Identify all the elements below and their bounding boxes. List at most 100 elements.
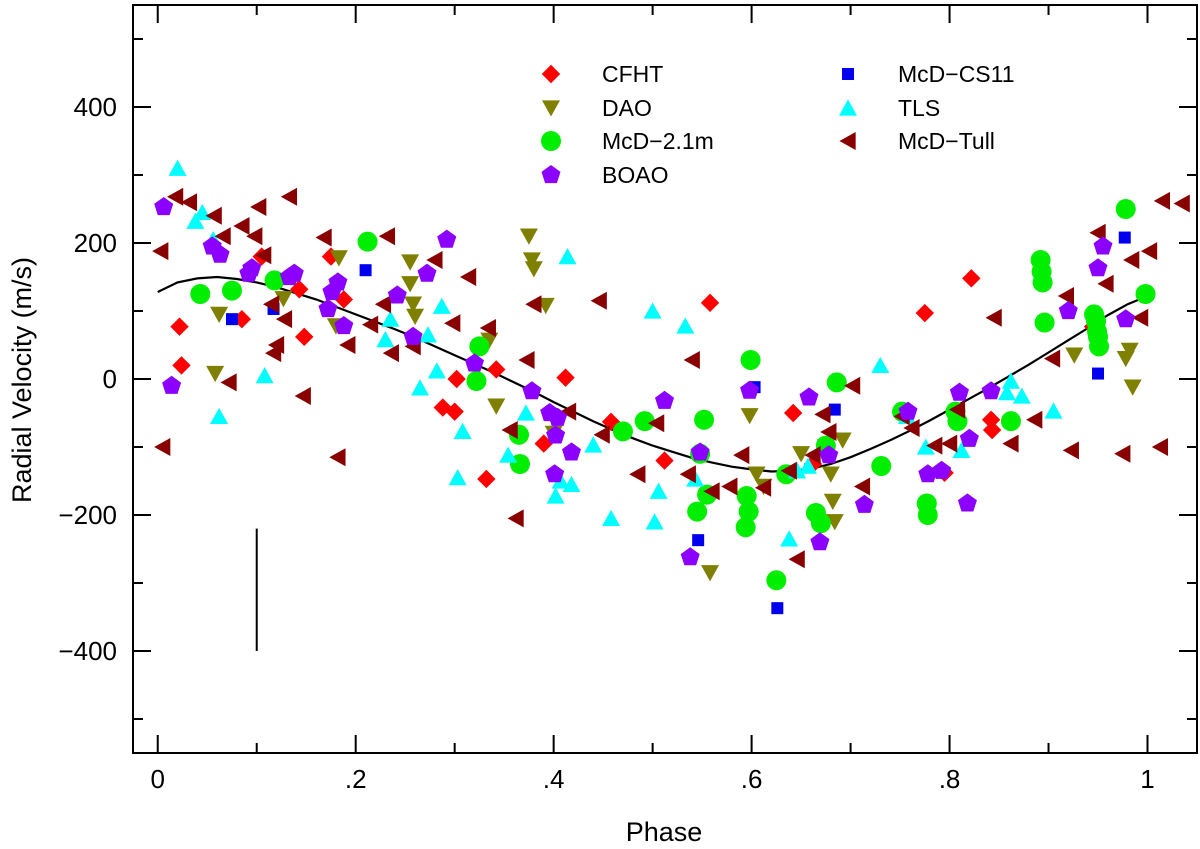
data-point <box>559 248 577 264</box>
data-point <box>1035 313 1055 333</box>
data-point <box>562 442 581 460</box>
x-tick-label: .6 <box>741 764 763 794</box>
data-point <box>644 302 662 318</box>
data-point <box>780 530 798 546</box>
data-point <box>1033 272 1053 292</box>
x-tick-label: .8 <box>939 764 961 794</box>
data-point <box>1092 368 1104 380</box>
series-tls <box>169 160 1063 547</box>
y-axis-title: Radial Velocity (m/s) <box>7 257 37 503</box>
legend-label: CFHT <box>602 61 663 87</box>
legend-marker <box>542 100 560 116</box>
data-point <box>520 229 538 245</box>
data-point <box>487 399 505 415</box>
data-point <box>281 188 297 206</box>
data-point <box>556 368 574 386</box>
y-tick-label: 200 <box>74 228 117 258</box>
legend-item: TLS <box>839 95 940 121</box>
data-point <box>1002 435 1018 453</box>
data-point <box>522 381 541 399</box>
data-point <box>811 513 831 533</box>
legend-label: TLS <box>898 95 940 121</box>
legend: CFHT McD−CS11 DAO TLS McD−2.1m McD−Tull BOAO <box>541 61 1015 188</box>
data-point <box>433 298 451 314</box>
data-point <box>1097 275 1113 293</box>
data-point <box>613 421 633 441</box>
data-point <box>499 447 517 463</box>
data-point <box>1026 411 1042 429</box>
data-point <box>517 404 535 420</box>
data-point <box>172 356 190 374</box>
data-points-layer <box>152 160 1190 615</box>
series-boao <box>154 197 1135 565</box>
data-point <box>784 404 802 422</box>
data-point <box>1044 350 1060 368</box>
data-point <box>447 370 465 388</box>
legend-item: DAO <box>542 95 652 121</box>
x-axis-title: Phase <box>626 817 703 844</box>
data-point <box>1002 372 1020 388</box>
data-point <box>916 304 934 322</box>
data-point <box>358 232 378 252</box>
data-point <box>602 510 620 526</box>
y-tick-label: −200 <box>58 500 117 530</box>
data-point <box>701 294 719 312</box>
data-point <box>1116 309 1135 327</box>
legend-marker <box>541 131 561 151</box>
data-point <box>655 391 674 409</box>
data-point <box>1114 445 1130 463</box>
legend-item: McD−CS11 <box>842 61 1015 87</box>
legend-label: McD−Tull <box>898 128 995 154</box>
y-tick-label: −400 <box>58 636 117 666</box>
data-point <box>844 377 860 395</box>
data-point <box>1123 251 1139 269</box>
data-point <box>328 272 347 290</box>
data-point <box>1116 199 1136 219</box>
y-tick-label: 400 <box>74 92 117 122</box>
data-point <box>411 379 429 395</box>
data-point <box>206 366 224 382</box>
data-point <box>547 487 565 503</box>
x-tick-label: .2 <box>345 764 367 794</box>
legend-marker <box>542 65 560 83</box>
data-point <box>315 229 331 247</box>
data-point <box>545 464 564 482</box>
data-point <box>1059 301 1078 319</box>
plot-frame <box>133 5 1197 753</box>
data-point <box>584 436 602 452</box>
data-point <box>295 328 313 346</box>
data-point <box>771 602 783 614</box>
data-point <box>983 421 1001 439</box>
data-point <box>295 387 311 405</box>
data-point <box>694 410 714 430</box>
data-point <box>1136 284 1156 304</box>
data-point <box>918 505 938 525</box>
data-point <box>650 483 668 499</box>
data-point <box>169 160 187 176</box>
data-point <box>687 502 707 522</box>
data-point <box>766 570 786 590</box>
data-point <box>375 295 391 313</box>
data-point <box>454 423 472 439</box>
data-point <box>206 207 222 225</box>
data-point <box>681 547 700 565</box>
data-point <box>958 493 977 511</box>
data-point <box>691 442 710 460</box>
data-point <box>360 264 372 276</box>
data-point <box>477 470 495 488</box>
data-point <box>1058 287 1074 305</box>
data-point <box>388 285 407 303</box>
data-point <box>855 495 874 513</box>
data-point <box>692 534 704 546</box>
data-point <box>285 264 304 282</box>
data-point <box>941 435 957 453</box>
data-point <box>401 276 419 292</box>
data-point <box>1174 195 1190 213</box>
data-point <box>220 373 236 391</box>
data-point <box>986 309 1002 327</box>
data-point <box>525 261 543 277</box>
data-point <box>1141 242 1157 260</box>
data-point <box>871 456 891 476</box>
